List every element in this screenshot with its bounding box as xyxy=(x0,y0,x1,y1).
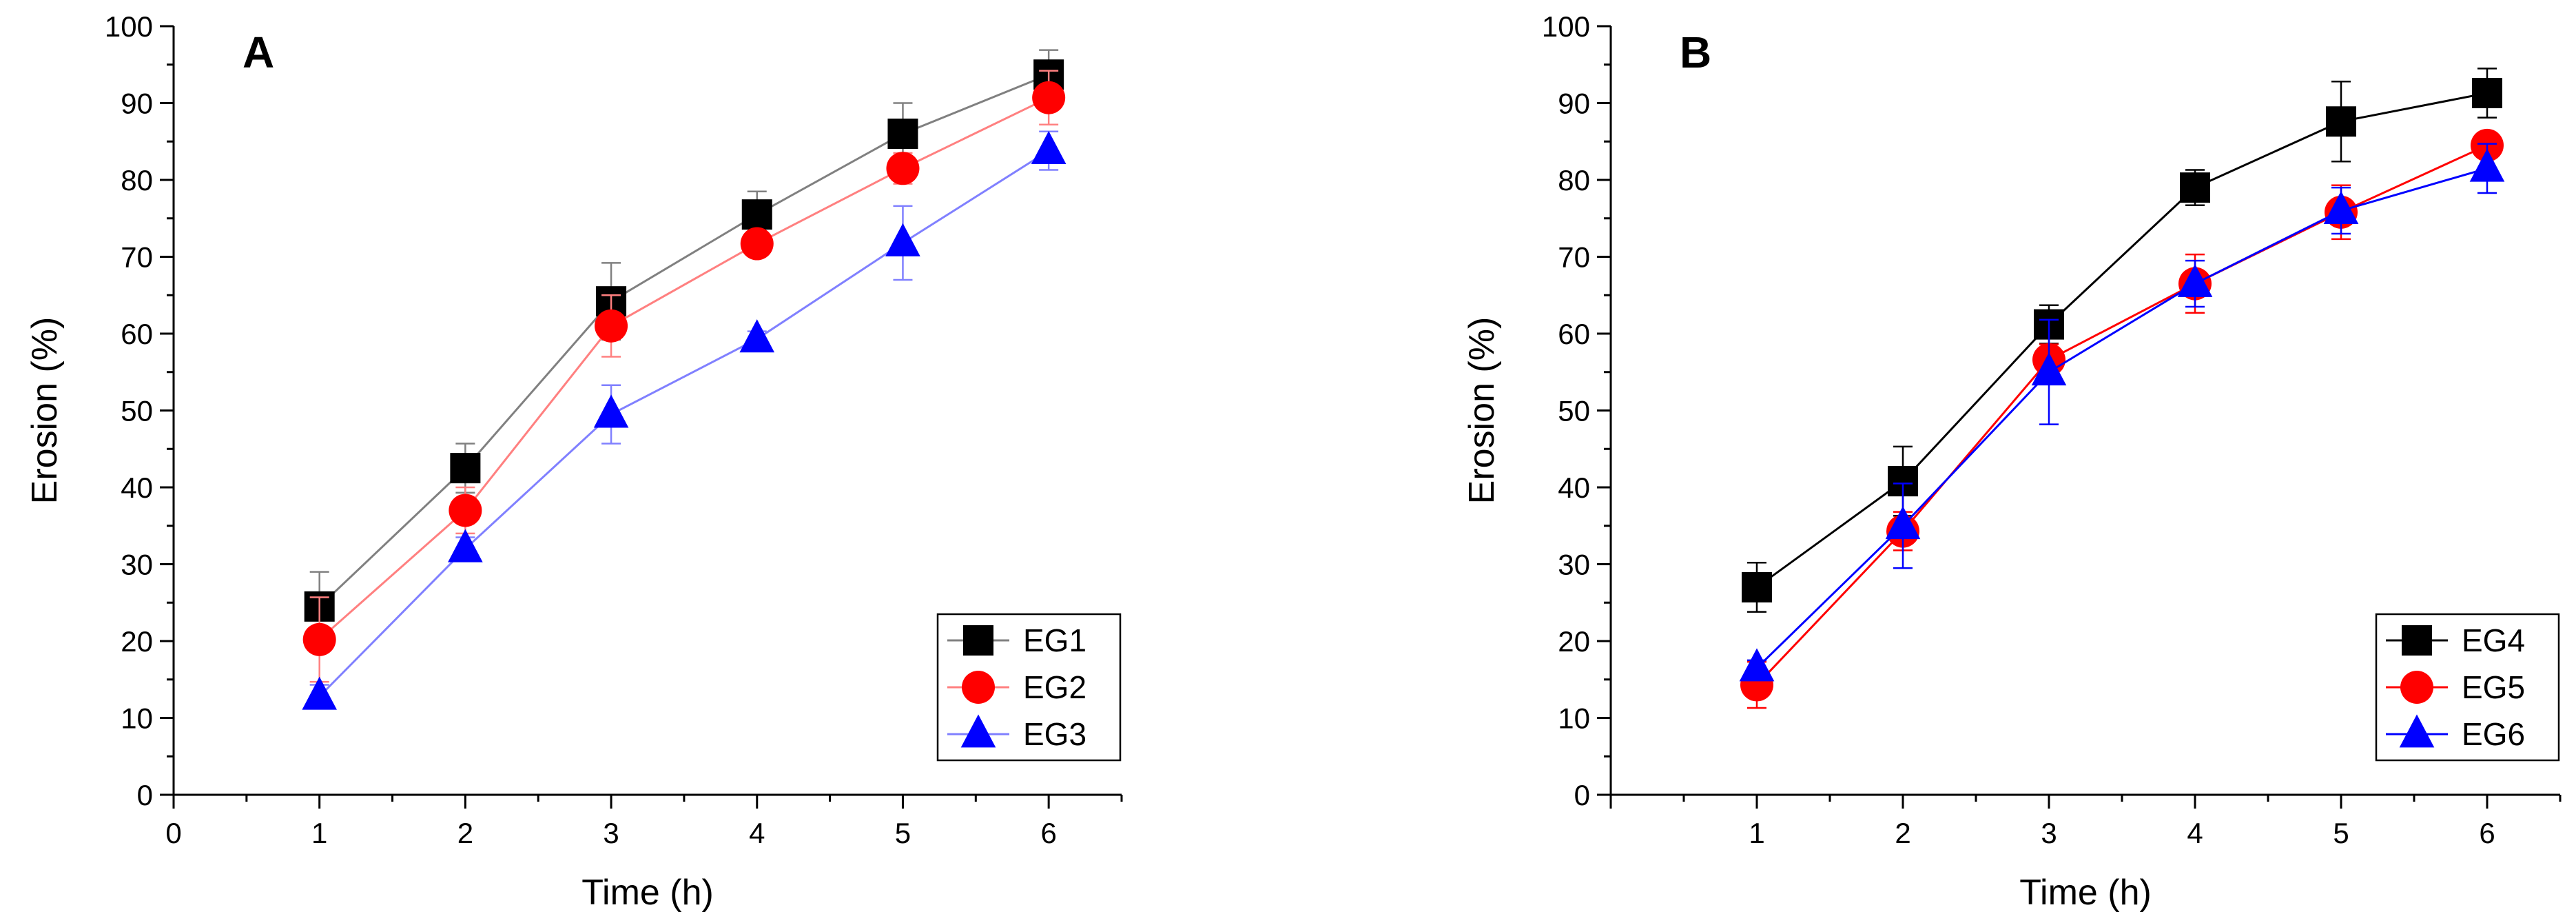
legend: EG1 EG2 EG3 xyxy=(936,613,1122,762)
x-tick-label: 5 xyxy=(2333,817,2349,849)
data-point-eg4 xyxy=(1742,571,1772,602)
legend-marker xyxy=(962,671,995,704)
y-tick-label: 20 xyxy=(1558,625,1590,658)
y-tick-label: 80 xyxy=(1558,164,1590,196)
data-point-eg2 xyxy=(1032,81,1066,114)
series-line xyxy=(1755,167,2488,669)
data-point-eg3 xyxy=(739,319,775,353)
y-tick-label: 50 xyxy=(121,395,153,427)
data-point-eg2 xyxy=(886,152,920,185)
data-point-eg2 xyxy=(740,227,774,261)
data-point-eg2 xyxy=(595,309,628,343)
panel-label: B xyxy=(1680,28,1711,77)
data-point-eg6 xyxy=(2469,148,2505,182)
data-point-eg2 xyxy=(449,494,482,527)
x-tick-label: 0 xyxy=(165,817,181,849)
data-point-eg3 xyxy=(302,676,337,710)
y-tick-label: 100 xyxy=(105,10,153,43)
data-point-eg6 xyxy=(1885,506,1921,540)
y-tick-label: 100 xyxy=(1542,10,1590,43)
legend-marker xyxy=(2402,625,2432,656)
legend-label: EG6 xyxy=(2462,716,2525,752)
x-tick-label: 1 xyxy=(1749,817,1764,849)
y-tick-label: 90 xyxy=(1558,88,1590,120)
series-eg3 xyxy=(302,130,1067,710)
chart-panel-b: 0 10 20 30 40 50 60 70 80 90 100 1 2 3 4 5 6 Time (h) Eros… xyxy=(1462,10,2562,913)
y-tick-label: 80 xyxy=(121,164,153,196)
data-point-eg6 xyxy=(2323,190,2359,225)
chart-panel-a: 0 10 20 30 40 50 60 70 80 90 100 0 1 2 3 4 5 6 Time (h) Ero… xyxy=(25,10,1123,913)
x-tick-label: 2 xyxy=(457,817,473,849)
data-point-eg4 xyxy=(2326,106,2356,137)
x-axis-title: Time (h) xyxy=(581,873,714,913)
series-line xyxy=(318,150,1049,698)
data-point-eg6 xyxy=(2031,352,2067,386)
legend-label: EG4 xyxy=(2462,622,2525,658)
data-point-eg3 xyxy=(593,394,629,428)
legend-label: EG1 xyxy=(1023,622,1086,658)
x-tick-label: 3 xyxy=(603,817,619,849)
x-tick-label: 6 xyxy=(1040,817,1056,849)
y-tick-label: 10 xyxy=(121,702,153,735)
data-point-eg6 xyxy=(2177,263,2213,297)
legend-marker xyxy=(2400,671,2433,704)
legend-marker xyxy=(960,714,996,748)
y-tick-label: 30 xyxy=(1558,549,1590,581)
legend-marker xyxy=(2399,714,2435,748)
y-tick-label: 60 xyxy=(1558,318,1590,350)
series-eg6 xyxy=(1739,143,2505,682)
x-tick-label: 1 xyxy=(311,817,327,849)
series-eg1 xyxy=(304,49,1064,642)
x-tick-label: 5 xyxy=(895,817,911,849)
x-tick-label: 2 xyxy=(1895,817,1910,849)
data-point-eg1 xyxy=(887,119,918,150)
x-tick-label: 4 xyxy=(749,817,765,849)
x-tick-label: 4 xyxy=(2187,817,2203,849)
y-tick-label: 60 xyxy=(121,318,153,350)
y-tick-label: 40 xyxy=(1558,471,1590,504)
y-tick-label: 50 xyxy=(1558,395,1590,427)
y-tick-label: 0 xyxy=(137,779,153,811)
panel-label: A xyxy=(243,28,274,77)
legend-label: EG5 xyxy=(2462,669,2525,705)
legend: EG4 EG5 EG6 xyxy=(2375,613,2560,762)
series-line xyxy=(1756,92,2488,589)
x-axis-title: Time (h) xyxy=(2019,873,2152,913)
series-line xyxy=(318,73,1049,607)
data-point-eg1 xyxy=(741,199,772,230)
data-point-eg3 xyxy=(885,223,920,256)
y-tick-label: 70 xyxy=(121,241,153,274)
data-point-eg2 xyxy=(302,622,336,656)
series-line xyxy=(1755,144,2488,686)
data-point-eg1 xyxy=(450,453,481,484)
y-tick-label: 10 xyxy=(1558,702,1590,735)
y-tick-label: 20 xyxy=(121,625,153,658)
y-tick-label: 90 xyxy=(121,88,153,120)
data-point-eg3 xyxy=(1031,130,1067,165)
y-axis-title: Erosion (%) xyxy=(1462,317,1502,505)
y-tick-label: 40 xyxy=(121,471,153,504)
x-tick-label: 6 xyxy=(2479,817,2495,849)
series-eg4 xyxy=(1742,68,2502,613)
legend-marker xyxy=(963,625,993,656)
data-point-eg4 xyxy=(2180,172,2210,203)
y-tick-label: 30 xyxy=(121,549,153,581)
y-tick-label: 0 xyxy=(1574,779,1590,811)
series-eg2 xyxy=(302,70,1066,683)
y-axis-title: Erosion (%) xyxy=(25,317,65,505)
x-tick-label: 3 xyxy=(2041,817,2057,849)
data-point-eg4 xyxy=(2472,78,2502,109)
legend-label: EG3 xyxy=(1023,716,1086,752)
legend-label: EG2 xyxy=(1023,669,1086,705)
data-point-eg6 xyxy=(1739,648,1775,682)
y-tick-label: 70 xyxy=(1558,241,1590,274)
data-point-eg3 xyxy=(448,529,483,562)
series-line xyxy=(318,97,1049,640)
